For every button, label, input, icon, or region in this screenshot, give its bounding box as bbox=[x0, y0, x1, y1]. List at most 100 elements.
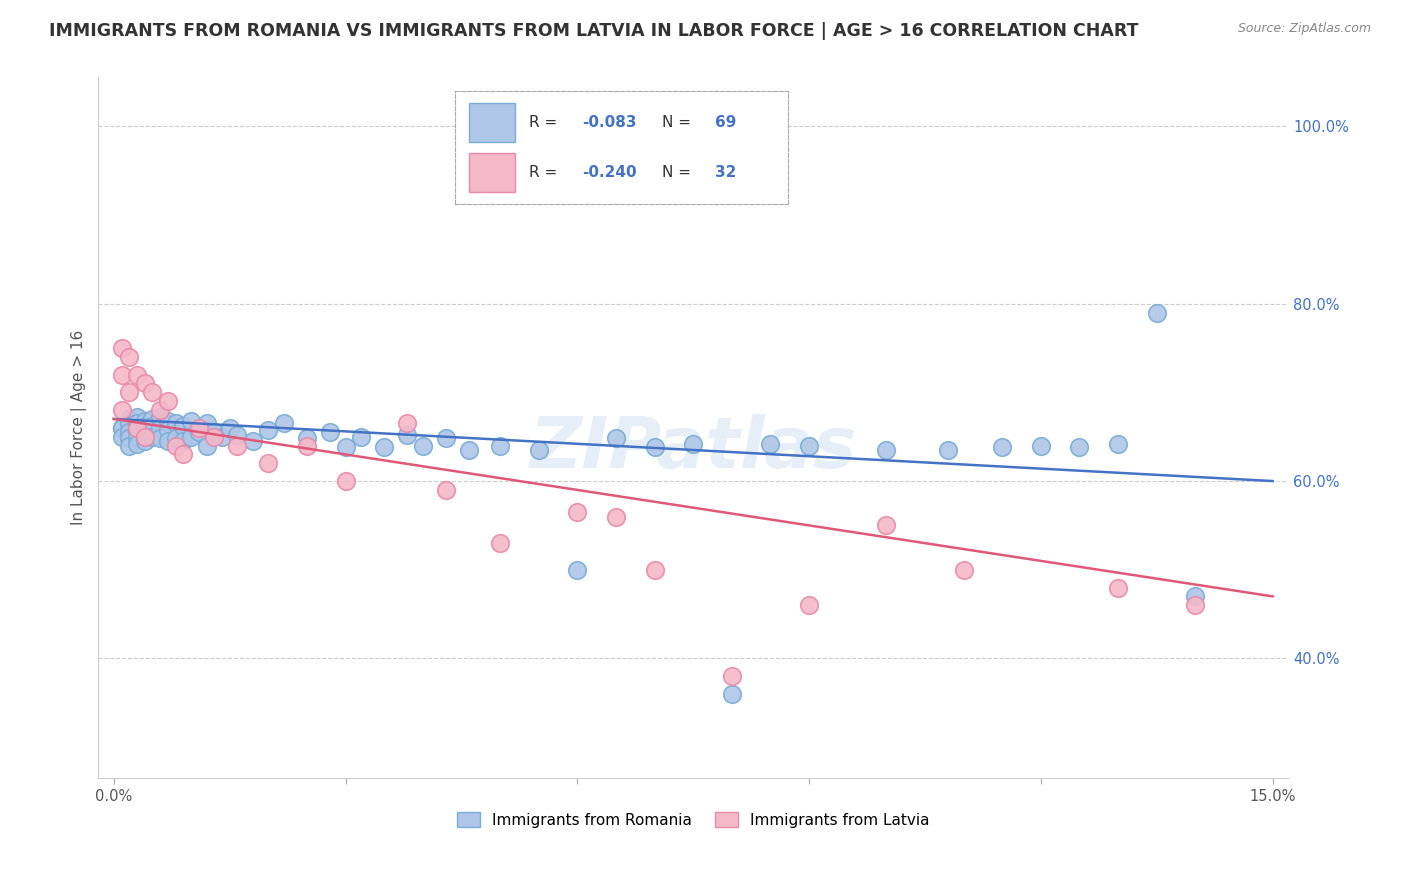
Point bbox=[295, 439, 318, 453]
Point bbox=[110, 403, 132, 417]
Point bbox=[567, 505, 589, 519]
Point bbox=[118, 412, 141, 426]
Point bbox=[319, 425, 342, 440]
Point bbox=[759, 437, 782, 451]
Point bbox=[141, 430, 163, 444]
Point bbox=[567, 563, 589, 577]
Point bbox=[875, 442, 897, 457]
Point bbox=[202, 425, 225, 440]
Point bbox=[350, 430, 373, 444]
Point bbox=[165, 417, 187, 431]
Point bbox=[134, 430, 156, 444]
Point bbox=[156, 394, 179, 409]
Point bbox=[218, 421, 240, 435]
Point bbox=[125, 423, 148, 437]
Point bbox=[721, 687, 744, 701]
Point bbox=[118, 350, 141, 364]
Point bbox=[412, 439, 434, 453]
Point bbox=[936, 442, 959, 457]
Point bbox=[396, 428, 419, 442]
Point bbox=[180, 414, 202, 428]
Point bbox=[141, 385, 163, 400]
Point bbox=[1146, 305, 1168, 319]
Point bbox=[527, 442, 550, 457]
Point bbox=[295, 432, 318, 446]
Point bbox=[141, 419, 163, 434]
Point bbox=[875, 518, 897, 533]
Point bbox=[202, 430, 225, 444]
Point bbox=[110, 368, 132, 382]
Point bbox=[110, 421, 132, 435]
Point bbox=[141, 412, 163, 426]
Point bbox=[110, 421, 132, 435]
Point bbox=[187, 421, 209, 435]
Point bbox=[125, 368, 148, 382]
Point bbox=[125, 437, 148, 451]
Point bbox=[797, 599, 820, 613]
Point bbox=[952, 563, 974, 577]
Y-axis label: In Labor Force | Age > 16: In Labor Force | Age > 16 bbox=[72, 330, 87, 525]
Point bbox=[335, 441, 357, 455]
Point bbox=[273, 417, 295, 431]
Text: ZIPatlas: ZIPatlas bbox=[530, 415, 856, 483]
Point bbox=[257, 423, 280, 437]
Point bbox=[125, 417, 148, 431]
Point bbox=[125, 421, 148, 435]
Point bbox=[156, 423, 179, 437]
Point bbox=[125, 410, 148, 425]
Point bbox=[149, 410, 172, 425]
Point bbox=[1029, 439, 1052, 453]
Point bbox=[373, 441, 395, 455]
Point bbox=[156, 414, 179, 428]
Point bbox=[644, 563, 666, 577]
Point bbox=[226, 439, 249, 453]
Point bbox=[118, 432, 141, 446]
Point bbox=[149, 421, 172, 435]
Point bbox=[118, 425, 141, 440]
Point bbox=[1069, 441, 1091, 455]
Point bbox=[489, 439, 512, 453]
Point bbox=[434, 483, 457, 497]
Point bbox=[489, 536, 512, 550]
Text: IMMIGRANTS FROM ROMANIA VS IMMIGRANTS FROM LATVIA IN LABOR FORCE | AGE > 16 CORR: IMMIGRANTS FROM ROMANIA VS IMMIGRANTS FR… bbox=[49, 22, 1139, 40]
Point bbox=[1107, 437, 1129, 451]
Point bbox=[134, 434, 156, 449]
Point bbox=[172, 419, 194, 434]
Point bbox=[118, 439, 141, 453]
Point bbox=[605, 432, 627, 446]
Point bbox=[180, 430, 202, 444]
Point bbox=[1184, 599, 1206, 613]
Point bbox=[991, 441, 1014, 455]
Point bbox=[110, 430, 132, 444]
Point bbox=[156, 434, 179, 449]
Point bbox=[605, 509, 627, 524]
Text: Source: ZipAtlas.com: Source: ZipAtlas.com bbox=[1237, 22, 1371, 36]
Point bbox=[211, 430, 233, 444]
Point bbox=[1107, 581, 1129, 595]
Point bbox=[134, 376, 156, 391]
Point bbox=[1184, 590, 1206, 604]
Legend: Immigrants from Romania, Immigrants from Latvia: Immigrants from Romania, Immigrants from… bbox=[451, 805, 935, 834]
Point bbox=[682, 437, 704, 451]
Point bbox=[797, 439, 820, 453]
Point bbox=[721, 669, 744, 683]
Point bbox=[134, 425, 156, 440]
Point bbox=[458, 442, 481, 457]
Point bbox=[172, 447, 194, 461]
Point bbox=[110, 341, 132, 355]
Point bbox=[134, 414, 156, 428]
Point bbox=[187, 425, 209, 440]
Point bbox=[335, 474, 357, 488]
Point bbox=[118, 385, 141, 400]
Point bbox=[195, 417, 218, 431]
Point bbox=[149, 432, 172, 446]
Point bbox=[118, 417, 141, 431]
Point bbox=[110, 421, 132, 435]
Point bbox=[149, 403, 172, 417]
Point bbox=[242, 434, 264, 449]
Point bbox=[226, 428, 249, 442]
Point bbox=[134, 419, 156, 434]
Point bbox=[257, 456, 280, 470]
Point bbox=[434, 432, 457, 446]
Point bbox=[396, 417, 419, 431]
